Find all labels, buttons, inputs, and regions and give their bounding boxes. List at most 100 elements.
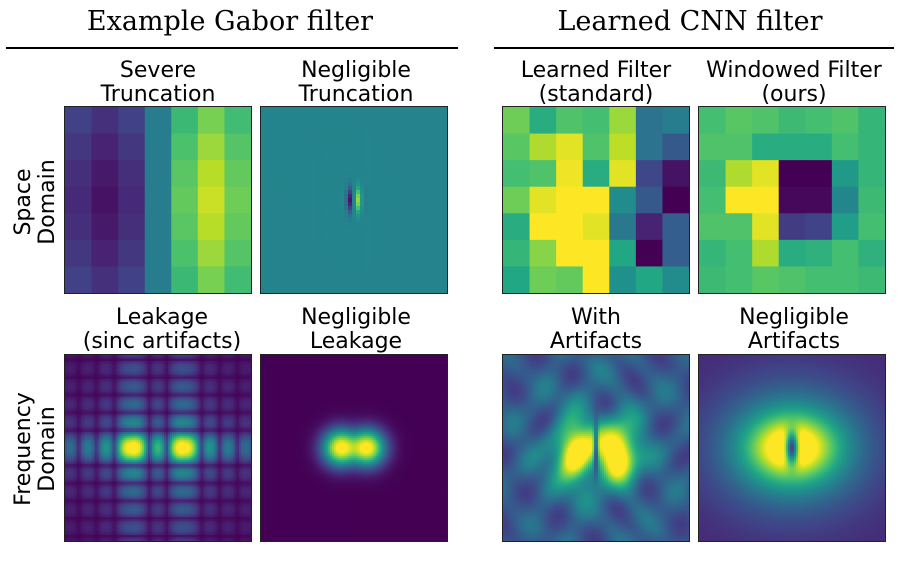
spectrum-pixel bbox=[90, 400, 94, 404]
filter-pixel bbox=[171, 186, 199, 214]
filter-pixel bbox=[328, 245, 333, 251]
spectrum-pixel bbox=[98, 408, 102, 411]
filter-pixel bbox=[261, 158, 266, 163]
spectrum-pixel bbox=[227, 400, 230, 404]
spectrum-pixel bbox=[223, 384, 226, 388]
filter-pixel bbox=[320, 122, 325, 128]
filter-pixel bbox=[340, 130, 345, 136]
filter-pixel bbox=[344, 198, 349, 203]
spectrum-pixel bbox=[179, 406, 183, 410]
filter-pixel bbox=[336, 130, 341, 136]
filter-pixel bbox=[352, 107, 357, 112]
filter-pixel bbox=[316, 130, 321, 136]
spectrum-pixel bbox=[130, 386, 133, 390]
filter-pixel bbox=[261, 209, 266, 215]
filter-pixel bbox=[359, 213, 365, 219]
spectrum-pixel bbox=[233, 360, 236, 364]
spectrum-pixel bbox=[132, 372, 135, 376]
spectrum-pixel bbox=[197, 376, 201, 380]
filter-pixel bbox=[387, 110, 393, 116]
filter-pixel bbox=[304, 233, 310, 239]
filter-pixel bbox=[439, 110, 444, 116]
spectrum-pixel bbox=[84, 402, 88, 406]
spectrum-pixel bbox=[219, 364, 222, 368]
spectrum-pixel bbox=[100, 404, 104, 408]
spectrum-pixel bbox=[114, 400, 118, 404]
spectrum-pixel bbox=[205, 374, 209, 378]
filter-pixel bbox=[336, 217, 341, 223]
filter-pixel bbox=[391, 130, 397, 136]
filter-pixel bbox=[427, 261, 432, 266]
filter-pixel bbox=[348, 166, 353, 171]
spectrum-pixel bbox=[193, 382, 197, 386]
spectrum-pixel bbox=[110, 380, 114, 384]
spectrum-pixel bbox=[114, 364, 118, 368]
spectrum-pixel bbox=[223, 390, 226, 394]
spectrum-pixel bbox=[100, 376, 104, 380]
spectrum-pixel bbox=[235, 378, 238, 382]
spectrum-pixel bbox=[156, 388, 159, 392]
spectrum-pixel bbox=[90, 396, 94, 400]
spectrum-pixel bbox=[211, 378, 214, 382]
spectrum-pixel bbox=[94, 362, 98, 366]
spectrum-pixel bbox=[171, 386, 175, 390]
panel-title-severe: Severe Truncation bbox=[58, 59, 258, 107]
filter-pixel bbox=[363, 273, 369, 278]
spectrum-pixel bbox=[201, 392, 205, 396]
filter-pixel bbox=[91, 186, 119, 214]
spectrum-pixel bbox=[104, 390, 108, 394]
spectrum-pixel bbox=[187, 396, 191, 400]
filter-pixel bbox=[443, 221, 447, 227]
spectrum-pixel bbox=[140, 408, 143, 411]
spectrum-pixel bbox=[169, 382, 173, 386]
spectrum-pixel bbox=[80, 392, 84, 396]
spectrum-pixel bbox=[213, 396, 216, 400]
filter-pixel bbox=[435, 154, 440, 160]
spectrum-pixel bbox=[207, 358, 211, 362]
spectrum-pixel bbox=[150, 382, 153, 386]
filter-pixel bbox=[423, 217, 428, 223]
filter-pixel bbox=[292, 138, 298, 144]
filter-pixel bbox=[435, 174, 440, 179]
spectrum-pixel bbox=[144, 358, 147, 362]
filter-pixel bbox=[336, 174, 341, 179]
filter-pixel bbox=[423, 205, 428, 211]
filter-pixel bbox=[662, 239, 689, 268]
filter-pixel bbox=[304, 138, 310, 144]
filter-pixel bbox=[348, 170, 353, 175]
filter-pixel bbox=[355, 118, 361, 124]
spectrum-pixel bbox=[177, 358, 181, 362]
filter-pixel bbox=[320, 198, 325, 203]
spectrum-pixel bbox=[185, 396, 189, 400]
filter-pixel bbox=[344, 110, 349, 116]
spectrum-pixel bbox=[179, 376, 183, 380]
spectrum-pixel bbox=[88, 382, 92, 386]
filter-pixel bbox=[403, 269, 409, 274]
spectrum-pixel bbox=[215, 368, 218, 372]
spectrum-pixel bbox=[80, 355, 84, 358]
filter-pixel bbox=[399, 201, 405, 207]
spectrum-pixel bbox=[82, 380, 86, 384]
spectrum-pixel bbox=[126, 398, 129, 402]
filter-pixel bbox=[348, 217, 353, 223]
spectrum-pixel bbox=[161, 396, 165, 400]
spectrum-pixel bbox=[221, 390, 224, 394]
filter-pixel bbox=[427, 281, 432, 286]
filter-pixel bbox=[352, 146, 357, 152]
spectrum-pixel bbox=[171, 366, 175, 370]
filter-pixel bbox=[118, 186, 146, 214]
filter-pixel bbox=[264, 174, 270, 179]
filter-pixel bbox=[435, 186, 440, 191]
filter-pixel bbox=[375, 213, 381, 219]
spectrum-pixel bbox=[169, 388, 173, 392]
filter-pixel bbox=[375, 146, 381, 152]
filter-pixel bbox=[276, 229, 282, 235]
filter-pixel bbox=[332, 107, 337, 112]
spectrum-pixel bbox=[187, 362, 191, 366]
filter-pixel bbox=[280, 209, 286, 215]
filter-pixel bbox=[316, 277, 321, 282]
spectrum-pixel bbox=[235, 384, 238, 388]
filter-pixel bbox=[359, 221, 365, 227]
filter-pixel bbox=[805, 239, 833, 268]
spectrum-pixel bbox=[156, 404, 159, 408]
